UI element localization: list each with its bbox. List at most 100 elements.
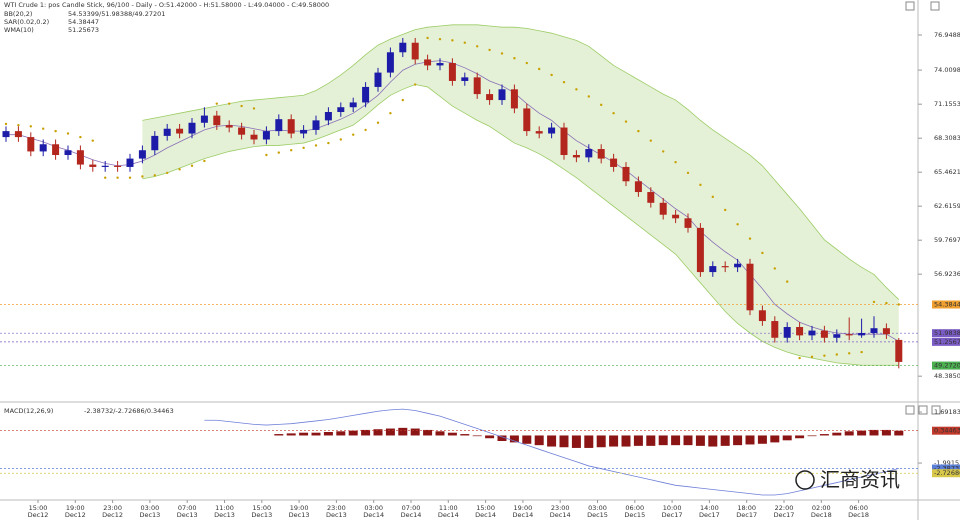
macd-bar xyxy=(435,431,445,436)
candle-body xyxy=(238,127,246,135)
candle-body xyxy=(696,227,704,273)
candle-body xyxy=(858,332,866,336)
candle-body xyxy=(535,131,543,134)
sar-dot xyxy=(252,107,256,110)
x-tick-time: 03:00 xyxy=(141,504,160,512)
sar-dot xyxy=(600,103,603,107)
candle-body xyxy=(585,149,593,158)
macd-bar xyxy=(361,429,371,436)
sar-dot xyxy=(215,102,218,105)
candle-body xyxy=(324,112,332,121)
candle-body xyxy=(808,330,816,336)
x-tick-date: Dec13 xyxy=(289,511,310,519)
sar-dot xyxy=(240,104,243,108)
candle-body xyxy=(709,266,717,273)
x-tick-time: 11:00 xyxy=(215,504,234,512)
macd-bar xyxy=(559,435,569,448)
macd-marker-label: -2.38732 xyxy=(934,465,960,473)
macd-marker-box xyxy=(932,469,960,478)
band-fill xyxy=(142,24,899,366)
candle-body xyxy=(796,327,804,336)
candle-body xyxy=(560,127,568,156)
macd-bar xyxy=(447,432,457,436)
indicator-readout: 54.38447 xyxy=(68,18,99,26)
sar-dot xyxy=(748,237,752,240)
sar-dot xyxy=(451,39,454,42)
candle-body xyxy=(845,334,853,336)
bb-upper xyxy=(142,24,900,300)
macd-bar xyxy=(385,428,395,436)
price-marker-label: 51.98388 xyxy=(934,329,960,337)
sar-dot xyxy=(141,175,144,178)
macd-bar xyxy=(410,428,420,436)
candle-body xyxy=(597,149,605,159)
sar-dot xyxy=(4,122,8,126)
macd-bar xyxy=(460,434,470,436)
x-tick-date: Dec18 xyxy=(811,511,832,519)
bb-lower xyxy=(142,84,899,366)
x-tick-date: Dec17 xyxy=(699,511,720,519)
candle-body xyxy=(27,137,35,152)
sar-dot xyxy=(277,151,280,154)
x-tick-time: 10:00 xyxy=(663,504,682,512)
y-tick-label: 76.94889 xyxy=(934,31,960,39)
x-tick-time: 03:00 xyxy=(588,504,607,512)
x-tick-date: Dec13 xyxy=(214,511,235,519)
pane-close-button[interactable] xyxy=(931,405,941,415)
sar-dot xyxy=(364,128,367,132)
sar-dot xyxy=(463,41,466,44)
candle-body xyxy=(659,202,667,215)
candle-body xyxy=(76,150,84,165)
macd-bar xyxy=(423,429,433,436)
sar-dot xyxy=(686,171,690,175)
y-tick-label: 62.61596 xyxy=(934,202,960,210)
sar-dot xyxy=(575,88,578,91)
sar-dot xyxy=(79,135,82,139)
candle-body xyxy=(523,108,531,132)
candle-body xyxy=(176,128,184,134)
sar-dot xyxy=(314,144,318,147)
macd-bar xyxy=(621,435,631,447)
sar-dot xyxy=(699,183,702,187)
candle-body xyxy=(163,128,171,136)
pane-expand-button[interactable] xyxy=(905,405,915,415)
sar-dot xyxy=(54,129,57,133)
sar-dot xyxy=(612,112,615,115)
window-controls[interactable] xyxy=(905,1,941,415)
macd-bar xyxy=(819,434,829,436)
sar-dot xyxy=(128,176,132,179)
sar-dot xyxy=(91,139,95,142)
candle-body xyxy=(138,150,146,159)
candle-body xyxy=(374,72,382,87)
candle-body xyxy=(114,165,122,167)
x-tick-date: Dec14 xyxy=(401,511,422,519)
candle-body xyxy=(436,63,444,66)
macd-marker-label: 0.34463 xyxy=(934,427,960,435)
macd-bar xyxy=(534,435,544,446)
x-tick-date: Dec12 xyxy=(65,511,86,519)
macd-title: MACD(12,26,9) xyxy=(4,407,53,415)
macd-bar xyxy=(894,430,904,436)
sar-dot xyxy=(786,280,789,283)
sar-dot xyxy=(414,83,417,86)
candle-body xyxy=(622,166,630,182)
x-tick-time: 07:00 xyxy=(178,504,197,512)
x-tick-time: 23:00 xyxy=(551,504,570,512)
macd-line xyxy=(204,408,899,496)
indicator-name: WMA(10) xyxy=(4,26,34,34)
macd-bar xyxy=(323,432,333,436)
sar-dot xyxy=(810,355,814,359)
macd-bar xyxy=(274,434,284,436)
sar-dot xyxy=(500,52,504,55)
expand-button[interactable] xyxy=(905,1,915,11)
pane-restore-button[interactable] xyxy=(918,405,928,415)
macd-bar xyxy=(584,435,594,448)
candle-body xyxy=(200,115,208,123)
candle-body xyxy=(64,150,72,156)
sar-dot xyxy=(798,356,801,360)
close-button[interactable] xyxy=(930,1,940,11)
x-tick-date: Dec15 xyxy=(587,511,608,519)
macd-bar xyxy=(373,429,383,436)
